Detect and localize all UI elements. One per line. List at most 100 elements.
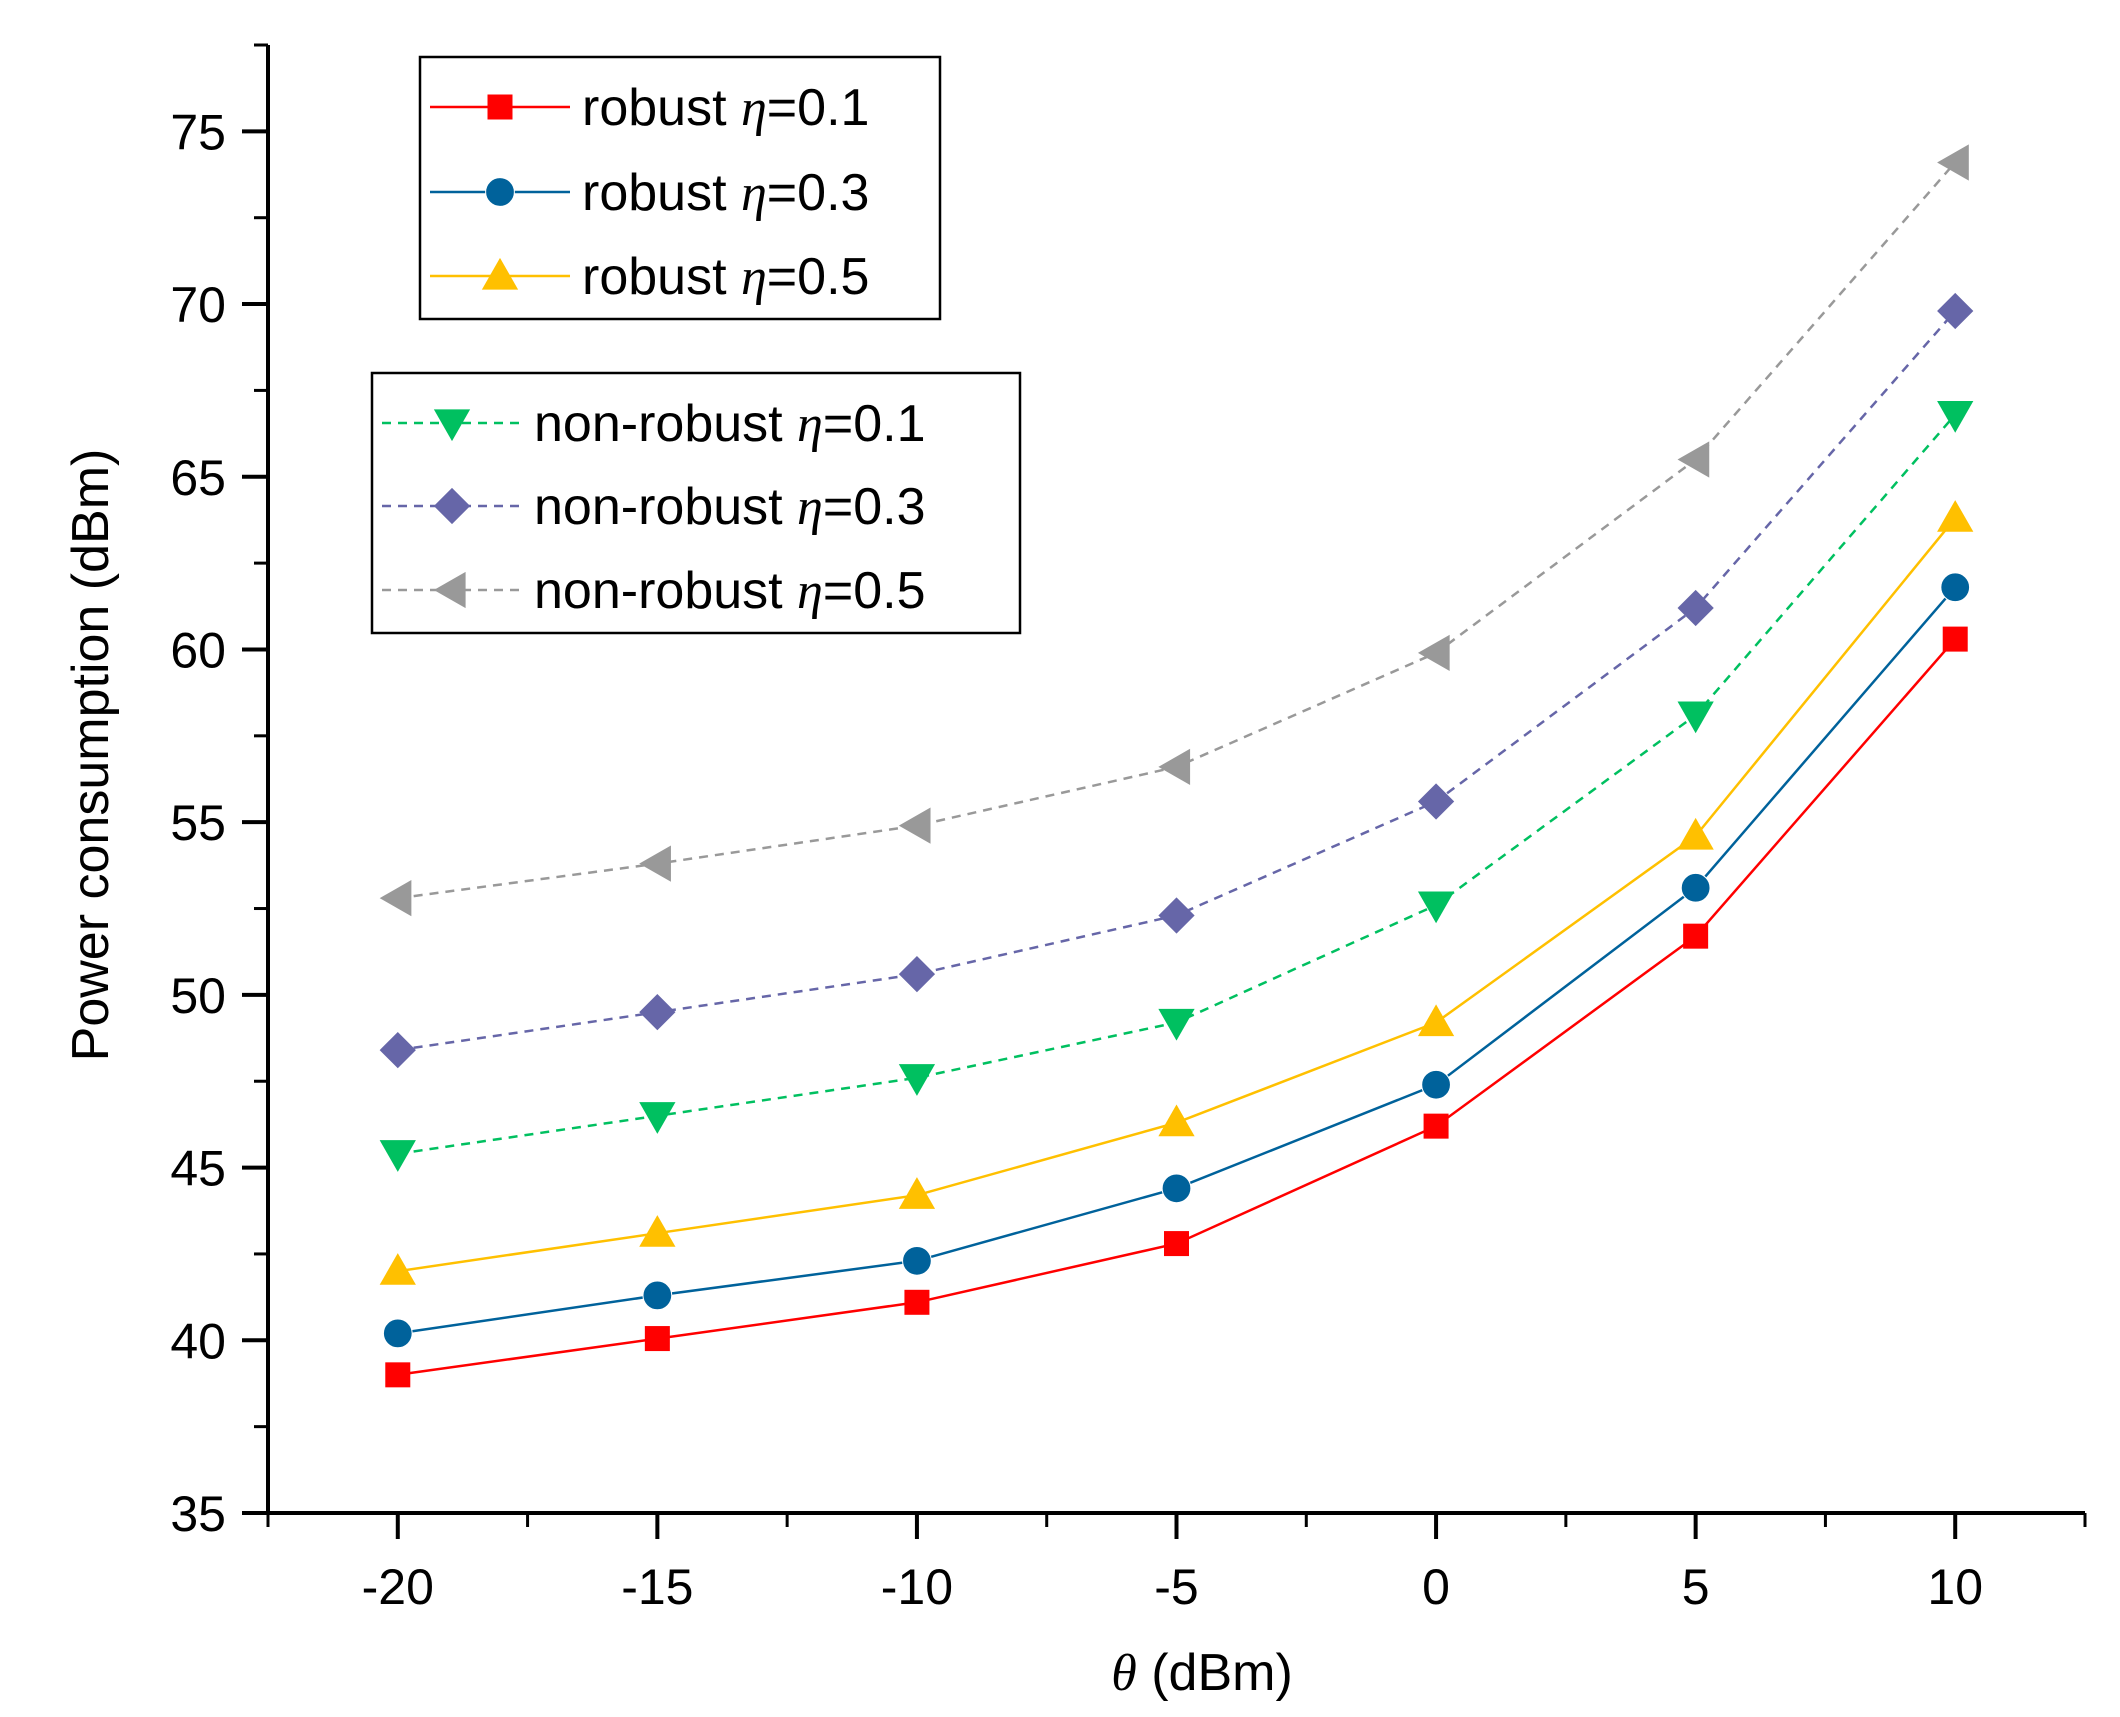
data-point — [1417, 891, 1455, 924]
data-point — [639, 994, 676, 1031]
legend-label-eta: η — [741, 80, 767, 137]
legend-label-prefix: robust — [582, 79, 741, 137]
x-axis-title: θ (dBm) — [1111, 1644, 1293, 1702]
data-point — [1937, 400, 1974, 433]
legend-label-prefix: non-robust — [534, 562, 797, 620]
legend-swatch-marker — [433, 409, 471, 442]
data-point — [1677, 589, 1714, 627]
x-tick-label: 10 — [1927, 1559, 1983, 1615]
legend-label-prefix: robust — [582, 248, 741, 306]
legend-entry: non-robust η=0.3 — [382, 478, 926, 536]
legend-label: robust η=0.1 — [582, 79, 869, 137]
series-line — [397, 586, 1957, 1335]
legend-label-prefix: robust — [582, 164, 741, 222]
data-point — [1677, 701, 1714, 734]
legend-label-value: =0.5 — [767, 248, 870, 306]
data-point — [1158, 897, 1195, 934]
y-tick-label: 60 — [170, 622, 226, 678]
legend-label-eta: η — [797, 563, 823, 620]
series-line — [397, 638, 1957, 1377]
series-layer — [379, 144, 1974, 1388]
data-point — [382, 1318, 413, 1349]
legend-entry: robust η=0.3 — [430, 164, 869, 222]
legend-swatch-marker — [487, 94, 513, 120]
data-point — [639, 1215, 676, 1247]
x-tick-label: -20 — [362, 1559, 434, 1615]
x-axis-symbol: θ — [1111, 1645, 1137, 1702]
data-point — [644, 1326, 670, 1352]
data-point — [1417, 783, 1455, 820]
series-4 — [379, 292, 1974, 1069]
data-point — [1937, 144, 1969, 181]
data-point — [1164, 1231, 1189, 1257]
series-0 — [385, 626, 1968, 1388]
data-point — [379, 880, 412, 917]
legend-label-eta: η — [741, 249, 767, 306]
legend-label: robust η=0.5 — [582, 248, 869, 306]
y-tick-label: 40 — [170, 1313, 226, 1369]
legend-label: non-robust η=0.1 — [534, 395, 926, 453]
y-tick-label: 70 — [170, 277, 226, 333]
legend-label-prefix: non-robust — [534, 395, 797, 453]
legend-label-prefix: non-robust — [534, 478, 797, 536]
data-point — [639, 845, 671, 882]
series-2 — [379, 500, 1974, 1285]
data-point — [1680, 872, 1711, 903]
legend-swatch-marker — [481, 257, 519, 290]
data-point — [1683, 923, 1709, 949]
legend-swatch-marker — [433, 487, 471, 525]
data-point — [642, 1280, 673, 1311]
data-point — [1158, 1008, 1195, 1041]
data-point — [1940, 572, 1971, 603]
data-point — [1937, 500, 1974, 532]
data-point — [898, 956, 936, 993]
data-point — [385, 1362, 411, 1388]
legend-entry: non-robust η=0.5 — [382, 562, 926, 620]
legend-label-value: =0.3 — [767, 164, 870, 222]
data-point — [1158, 748, 1191, 786]
series-1 — [382, 572, 1971, 1349]
legend-swatch-marker — [433, 571, 466, 609]
data-point — [898, 1177, 936, 1209]
legend-entry: non-robust η=0.1 — [382, 395, 926, 453]
x-tick-label: -5 — [1154, 1559, 1198, 1615]
data-point — [1677, 817, 1714, 850]
legend-label-value: =0.3 — [823, 478, 926, 536]
legend-label: non-robust η=0.5 — [534, 562, 926, 620]
axes: 35 40 45 50 55 60 65 70 75 -20 -15 -10 -5 0 5 10 — [170, 43, 2087, 1615]
x-axis-unit: (dBm) — [1137, 1644, 1293, 1702]
legend-label-value: =0.1 — [767, 79, 870, 137]
legend-label-eta: η — [797, 479, 823, 536]
data-point — [1677, 441, 1710, 478]
y-tick-label: 45 — [170, 1141, 226, 1197]
x-tick-label: 0 — [1422, 1559, 1450, 1615]
x-tick-label: 5 — [1682, 1559, 1710, 1615]
series-3 — [379, 400, 1974, 1172]
y-tick-label: 55 — [170, 795, 226, 851]
legend-label-value: =0.5 — [823, 562, 926, 620]
series-5 — [379, 144, 1969, 917]
data-point — [379, 1032, 416, 1069]
y-tick-label: 50 — [170, 968, 226, 1024]
data-point — [898, 807, 931, 844]
y-tick-label: 65 — [170, 450, 226, 506]
data-point — [1942, 626, 1968, 652]
data-point — [1417, 634, 1450, 672]
legend-entry: robust η=0.5 — [430, 248, 869, 306]
legend-label-value: =0.1 — [823, 395, 926, 453]
legend-swatch-marker — [485, 177, 515, 207]
data-point — [1417, 1004, 1455, 1037]
data-point — [904, 1289, 930, 1315]
data-point — [898, 1064, 936, 1096]
data-point — [1423, 1113, 1449, 1139]
data-point — [1421, 1069, 1451, 1100]
y-axis-title: Power consumption (dBm) — [62, 449, 120, 1062]
y-tick-label: 75 — [170, 104, 226, 160]
data-point — [902, 1245, 932, 1276]
data-point — [1158, 1104, 1195, 1137]
legend-entry: robust η=0.1 — [430, 79, 869, 137]
legend-label: robust η=0.3 — [582, 164, 869, 222]
